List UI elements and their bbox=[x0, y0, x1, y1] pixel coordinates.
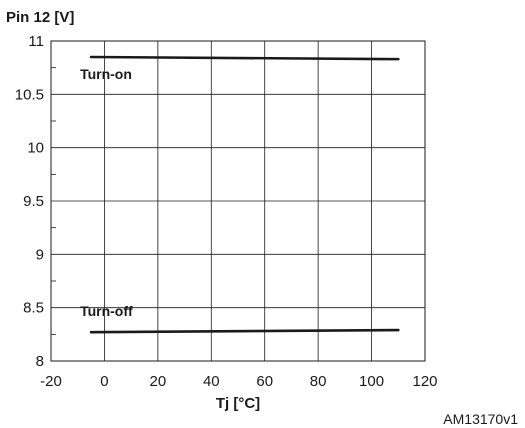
plot-frame bbox=[50, 40, 426, 362]
x-tick-label: 40 bbox=[203, 373, 220, 390]
y-tick-label: 11 bbox=[28, 33, 44, 50]
series-line-turn-on bbox=[89, 55, 400, 61]
y-tick-label: 8 bbox=[36, 353, 44, 370]
x-axis-label: Tj [°C] bbox=[216, 395, 260, 412]
series-label: Turn-on bbox=[80, 66, 132, 82]
x-tick-label: 0 bbox=[100, 373, 108, 390]
y-tick-label: 9.5 bbox=[23, 193, 44, 210]
x-tick-label: 80 bbox=[310, 373, 327, 390]
x-tick-label: 100 bbox=[359, 373, 384, 390]
series-label: Turn-off bbox=[80, 303, 133, 319]
tick-labels: -20 0 20 40 60 80 100 120 8 8.5 9 9.5 10 10.5 11 bbox=[15, 33, 438, 390]
x-tick-label: 60 bbox=[256, 373, 273, 390]
x-tick-label: 120 bbox=[412, 373, 437, 390]
y-tick-label: 10 bbox=[27, 140, 44, 157]
series-line-turn-off bbox=[89, 328, 400, 334]
grid bbox=[51, 41, 425, 361]
x-tick-label: -20 bbox=[40, 373, 62, 390]
y-tick-label: 10.5 bbox=[15, 86, 44, 103]
y-tick-label: 9 bbox=[36, 246, 44, 263]
x-tick-label: 20 bbox=[150, 373, 167, 390]
figure-id: AM13170v1 bbox=[443, 411, 518, 427]
series-group: Turn-on Turn-off bbox=[80, 55, 400, 334]
y-axis-label: Pin 12 [V] bbox=[6, 9, 74, 26]
y-tick-label: 8.5 bbox=[23, 300, 44, 317]
